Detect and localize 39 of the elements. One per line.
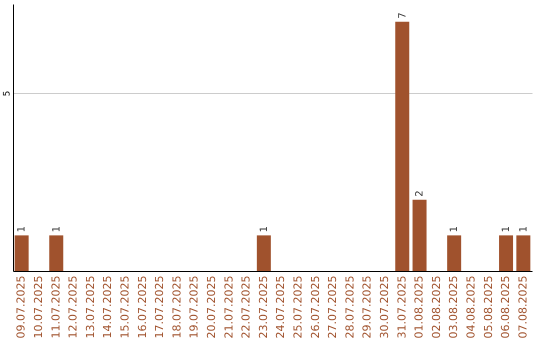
x-tick-label: 11.07.2025	[49, 276, 62, 338]
data-label: 1	[449, 226, 460, 232]
data-label: 1	[501, 226, 512, 232]
data-label: 1	[16, 226, 28, 232]
x-tick-label: 26.07.2025	[308, 276, 322, 338]
x-tick-label: 20.07.2025	[204, 276, 218, 338]
x-tick-label: 24.07.2025	[274, 276, 288, 338]
x-tick-label: 13.07.2025	[84, 276, 97, 338]
x-tick-label: 19.07.2025	[188, 276, 201, 338]
data-label: 7	[397, 12, 408, 19]
x-tick-label: 27.07.2025	[326, 276, 340, 338]
data-label: 1	[258, 226, 270, 232]
x-tick-label: 31.07.2025	[395, 276, 408, 338]
x-tick-label: 09.07.2025	[14, 276, 28, 338]
data-label: 2	[414, 190, 426, 197]
x-tick-label: 25.07.2025	[291, 276, 304, 338]
x-tick-label: 16.07.2025	[136, 276, 149, 338]
x-tick-label: 28.07.2025	[343, 276, 356, 338]
x-tick-label: 05.08.2025	[482, 276, 495, 338]
x-tick-label: 04.08.2025	[464, 276, 478, 338]
x-tick-label: 07.08.2025	[516, 276, 530, 338]
x-tick-label: 10.07.2025	[32, 276, 45, 338]
x-tick-label: 17.07.2025	[153, 276, 166, 338]
x-tick-label: 15.07.2025	[118, 276, 132, 338]
x-tick-label: 14.07.2025	[101, 276, 114, 338]
data-label: 1	[518, 226, 530, 232]
x-tick-label: 21.07.2025	[222, 276, 236, 338]
x-tick-label: 29.07.2025	[360, 276, 374, 338]
x-tick-label: 02.08.2025	[430, 276, 443, 338]
data-label: 1	[51, 226, 62, 232]
x-tick-label: 23.07.2025	[256, 276, 270, 338]
x-tick-label: 12.07.2025	[66, 276, 80, 338]
x-tick-label: 22.07.2025	[240, 276, 253, 338]
x-tick-label: 18.07.2025	[170, 276, 184, 338]
x-tick-label: 03.08.2025	[447, 276, 460, 338]
x-tick-label: 30.07.2025	[378, 276, 391, 338]
y-tick-label: 5	[2, 90, 12, 96]
x-tick-label: 01.08.2025	[412, 276, 426, 338]
x-tick-label: 06.08.2025	[499, 276, 512, 338]
